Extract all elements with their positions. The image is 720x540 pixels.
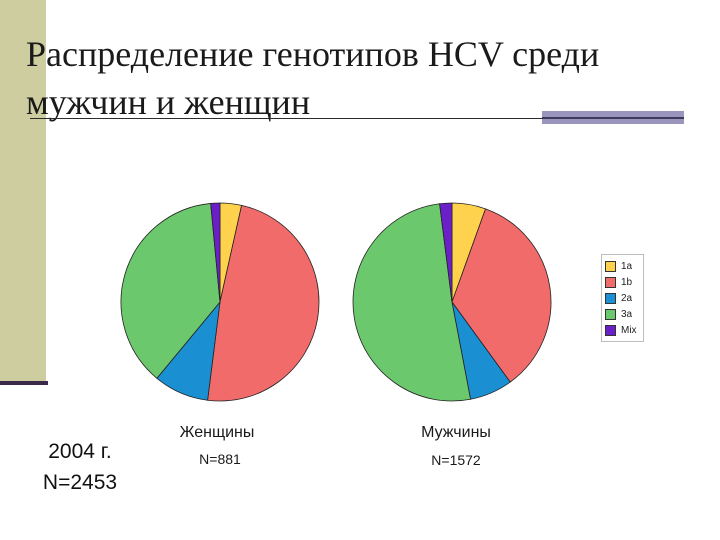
legend-label-1a: 1a xyxy=(621,261,632,272)
legend-item-2a: 2a xyxy=(605,290,637,306)
legend-swatch-1a xyxy=(605,261,616,272)
pie-label-women: Женщины xyxy=(137,424,297,442)
sample-summary: 2004 г. N=2453 xyxy=(30,436,130,498)
chart-legend: 1a 1b 2a 3a Mix xyxy=(601,254,644,342)
legend-swatch-mix xyxy=(605,325,616,336)
legend-item-3a: 3a xyxy=(605,306,637,322)
legend-swatch-1b xyxy=(605,277,616,288)
legend-item-1b: 1b xyxy=(605,274,637,290)
pie-n-women: N=881 xyxy=(140,451,300,467)
legend-label-2a: 2a xyxy=(621,293,632,304)
legend-item-mix: Mix xyxy=(605,322,637,338)
pie-n-men: N=1572 xyxy=(376,452,536,468)
total-n-text: N=2453 xyxy=(43,471,117,494)
pie-label-men: Мужчины xyxy=(376,424,536,442)
legend-label-3a: 3a xyxy=(621,309,632,320)
year-text: 2004 г. xyxy=(48,440,111,463)
legend-label-mix: Mix xyxy=(621,325,637,336)
legend-swatch-3a xyxy=(605,309,616,320)
legend-label-1b: 1b xyxy=(621,277,632,288)
legend-swatch-2a xyxy=(605,293,616,304)
legend-item-1a: 1a xyxy=(605,258,637,274)
